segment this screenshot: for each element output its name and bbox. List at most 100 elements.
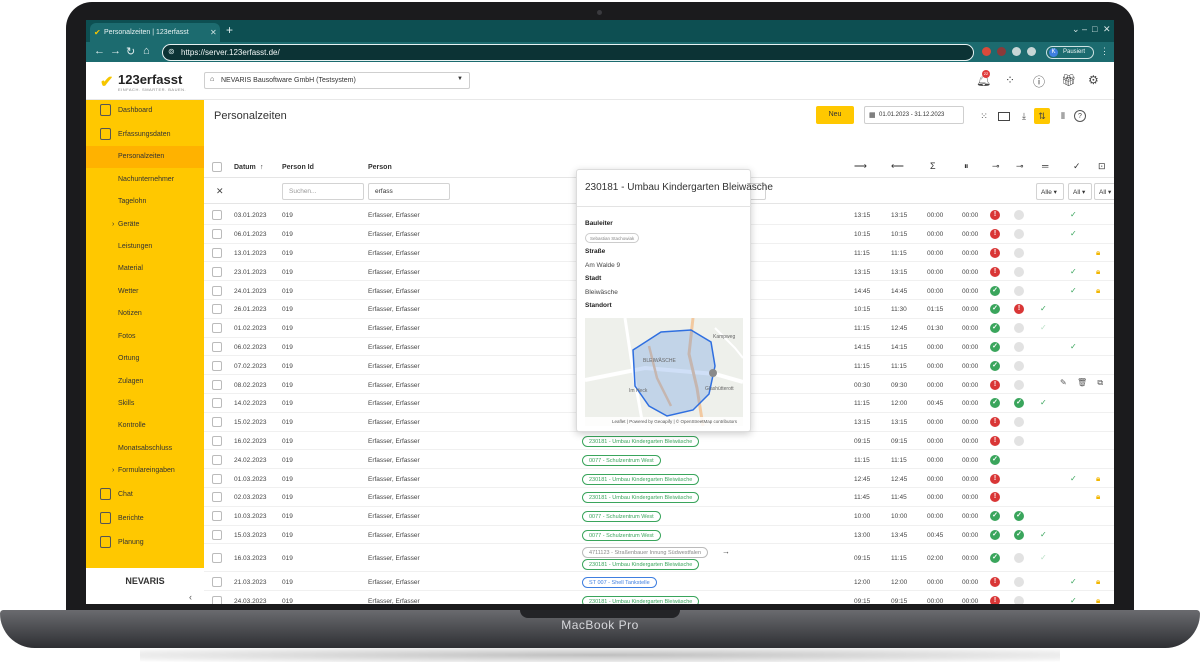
project-tag[interactable]: 4711123 - Straßenbauer Innung Südwestfal… <box>582 547 709 559</box>
browser-tab[interactable]: ✔ Personalzeiten | 123erfasst ✕ <box>90 23 220 42</box>
sidebar-item-kontrolle[interactable]: Kontrolle <box>118 422 146 429</box>
row-checkbox[interactable] <box>212 417 222 428</box>
reload-icon[interactable]: ↻ <box>126 46 136 58</box>
project-tag[interactable]: 230181 - Umbau Kindergarten Bleiwäsche <box>582 435 700 447</box>
project-tag[interactable]: 0077 - Schulzentrum West <box>582 529 661 541</box>
new-button[interactable]: Neu <box>816 106 854 124</box>
new-tab-icon[interactable]: + <box>226 23 234 37</box>
help-icon[interactable]: ? <box>1074 110 1086 122</box>
column-datum[interactable]: Datum <box>234 164 256 171</box>
sidebar-item-tagelohn[interactable]: Tagelohn <box>118 198 147 205</box>
row-checkbox[interactable] <box>212 492 222 503</box>
avatar[interactable]: ⚙ <box>1088 73 1099 87</box>
table-row[interactable]: 21.03.2023 019 Erfasser, Erfasser 12:00 12:0… <box>204 572 1114 592</box>
table-view-icon[interactable] <box>998 112 1010 121</box>
clear-filters-icon[interactable]: ✕ <box>216 186 224 196</box>
table-row[interactable]: 02.03.2023 019 Erfasser, Erfasser 11:45 11:4… <box>204 488 1114 507</box>
filter-toggle-icon[interactable]: ⇅ <box>1034 108 1050 124</box>
project-tag[interactable]: 230181 - Umbau Kindergarten Bleiwäsche <box>582 595 700 604</box>
forward-icon[interactable]: → <box>110 45 121 57</box>
table-row[interactable]: 10.03.2023 019 Erfasser, Erfasser 10:00 10:0… <box>204 507 1114 526</box>
gift-icon[interactable]: 🎁︎ <box>1061 73 1077 87</box>
sidebar-item-fotos[interactable]: Fotos <box>118 333 136 340</box>
grid-view-icon[interactable]: ⁙ <box>980 111 988 121</box>
row-checkbox[interactable] <box>212 266 222 277</box>
table-row[interactable]: 16.02.2023 019 Erfasser, Erfasser 09:15 09:1… <box>204 432 1114 451</box>
delete-icon[interactable]: 🗑︎ <box>1076 378 1088 387</box>
row-checkbox[interactable] <box>212 304 222 315</box>
sidebar-item-erfassungsdaten[interactable]: Erfassungsdaten <box>86 124 204 146</box>
company-select[interactable]: ⌂ NEVARIS Bausoftware GmbH (Testsystem) … <box>204 72 470 89</box>
row-checkbox[interactable] <box>212 341 222 352</box>
row-checkbox[interactable] <box>212 553 222 564</box>
sidebar-item-planung[interactable]: Planung <box>86 532 204 554</box>
row-checkbox[interactable] <box>212 379 222 390</box>
row-checkbox[interactable] <box>212 435 222 446</box>
arrow-right-icon[interactable]: → <box>722 547 730 557</box>
row-checkbox[interactable] <box>212 323 222 334</box>
map-marker-icon[interactable] <box>709 369 717 377</box>
sidebar-item-personalzeiten[interactable]: Personalzeiten <box>86 146 204 168</box>
puzzle-icon[interactable] <box>1012 47 1021 56</box>
row-checkbox[interactable] <box>212 285 222 296</box>
close-window-icon[interactable]: ✕ <box>1103 24 1111 34</box>
maximize-icon[interactable]: □ <box>1092 24 1098 34</box>
columns-icon[interactable]: ⦀ <box>1061 111 1065 121</box>
select-all-checkbox[interactable] <box>212 162 222 172</box>
row-checkbox[interactable] <box>212 511 222 522</box>
back-icon[interactable]: ← <box>94 45 105 57</box>
sidebar-item-monatsabschluss[interactable]: Monatsabschluss <box>118 445 173 452</box>
sidebar-item-skills[interactable]: Skills <box>118 400 135 407</box>
sidebar-item-geraete[interactable]: › Geräte <box>112 221 140 228</box>
extension-icon[interactable] <box>997 47 1006 56</box>
sidebar-item-notizen[interactable]: Notizen <box>118 310 142 317</box>
location-map[interactable]: BLEIWÄSCHE Glashütterott Kampweg Im Heck… <box>585 318 743 426</box>
lock-filter[interactable]: All ▾ <box>1094 183 1114 200</box>
person-filter[interactable]: erfass <box>368 183 450 200</box>
table-row[interactable]: 15.03.2023 019 Erfasser, Erfasser 13:00 13:4… <box>204 526 1114 545</box>
row-checkbox[interactable] <box>212 210 222 221</box>
row-checkbox[interactable] <box>212 473 222 484</box>
date-range-picker[interactable]: ▦ 01.01.2023 - 31.12.2023 <box>864 106 964 124</box>
sidepanel-icon[interactable] <box>1027 47 1036 56</box>
sort-asc-icon[interactable]: ↑ <box>260 164 264 171</box>
column-person[interactable]: Person <box>368 164 392 171</box>
table-row[interactable]: 16.03.2023 019 Erfasser, Erfasser 09:15 11:1… <box>204 544 1114 573</box>
download-icon[interactable]: ⤓ <box>1022 111 1026 121</box>
profile-button[interactable]: K Pausiert <box>1046 46 1094 59</box>
site-info-icon[interactable]: ⊚ <box>168 47 175 56</box>
copy-icon[interactable]: ⧉ <box>1097 378 1104 387</box>
sidebar-item-wetter[interactable]: Wetter <box>118 288 139 295</box>
extension-icon[interactable] <box>982 47 991 56</box>
sidebar-item-zulagen[interactable]: Zulagen <box>118 378 144 385</box>
sidebar-item-nachunternehmer[interactable]: Nachunternehmer <box>118 176 175 183</box>
sidebar-item-leistungen[interactable]: Leistungen <box>118 243 153 250</box>
row-checkbox[interactable] <box>212 529 222 540</box>
project-tag[interactable]: 230181 - Umbau Kindergarten Bleiwäsche <box>582 559 700 571</box>
table-row[interactable]: 24.02.2023 019 Erfasser, Erfasser 11:15 11:1… <box>204 450 1114 470</box>
row-checkbox[interactable] <box>212 595 222 604</box>
home-icon[interactable]: ⌂ <box>143 45 150 57</box>
row-checkbox[interactable] <box>212 247 222 258</box>
address-bar[interactable]: ⊚ https://server.123erfasst.de/ <box>162 44 974 61</box>
row-checkbox[interactable] <box>212 398 222 409</box>
sidebar-item-dashboard[interactable]: Dashboard <box>86 100 204 122</box>
row-checkbox[interactable] <box>212 576 222 587</box>
project-tag[interactable]: 0077 - Schulzentrum West <box>582 454 661 466</box>
row-checkbox[interactable] <box>212 360 222 371</box>
collapse-sidebar-icon[interactable]: ‹ <box>86 593 204 604</box>
row-checkbox[interactable] <box>212 454 222 465</box>
map-attribution[interactable]: Leaflet | Powered by Geoapify | © OpenSt… <box>585 417 743 426</box>
status-filter[interactable]: Alle ▾ <box>1036 183 1064 200</box>
project-tag[interactable]: ST 007 - Shell Tankstelle <box>582 576 657 588</box>
minimize-icon[interactable]: – <box>1082 24 1088 34</box>
chevron-down-icon[interactable]: ⌄ <box>1072 24 1080 34</box>
project-tag[interactable]: 230181 - Umbau Kindergarten Bleiwäsche <box>582 492 700 504</box>
sidebar-item-formulareingaben[interactable]: › Formulareingaben <box>112 467 175 474</box>
sidebar-item-material[interactable]: Material <box>118 265 143 272</box>
app-logo[interactable]: ✔ 123erfasst EINFACH. SMARTER. BAUEN. <box>100 70 210 94</box>
column-person-id[interactable]: Person Id <box>282 164 314 171</box>
browser-menu-icon[interactable]: ⋮ <box>1100 46 1109 56</box>
row-checkbox[interactable] <box>212 229 222 240</box>
info-icon[interactable]: ⓘ <box>1033 75 1046 89</box>
